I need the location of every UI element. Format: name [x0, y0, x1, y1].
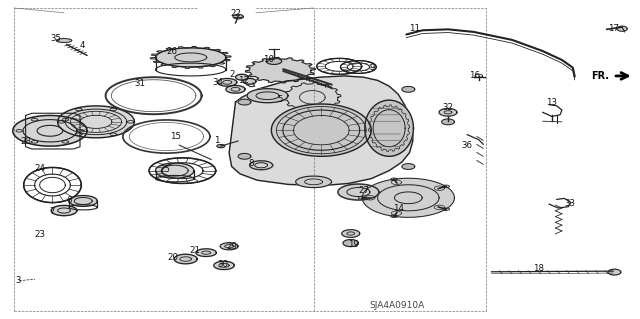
Polygon shape	[439, 108, 457, 116]
Polygon shape	[174, 254, 197, 264]
Polygon shape	[156, 163, 194, 178]
Polygon shape	[442, 119, 454, 125]
Polygon shape	[156, 48, 226, 67]
Text: 22: 22	[230, 9, 241, 18]
Text: 1: 1	[214, 137, 219, 145]
Polygon shape	[220, 243, 238, 250]
Polygon shape	[343, 240, 358, 247]
Text: 14: 14	[392, 204, 404, 213]
Polygon shape	[13, 115, 87, 146]
Text: 27: 27	[358, 186, 369, 195]
Text: 28: 28	[20, 137, 31, 146]
Polygon shape	[296, 176, 332, 188]
Text: 30: 30	[217, 260, 228, 269]
Polygon shape	[617, 26, 627, 31]
Polygon shape	[342, 230, 360, 237]
Text: 16: 16	[469, 71, 481, 80]
Text: 7: 7	[50, 207, 55, 216]
Polygon shape	[229, 76, 413, 186]
Polygon shape	[247, 89, 288, 103]
Text: 33: 33	[564, 199, 575, 208]
Text: 20: 20	[167, 253, 179, 262]
Text: FR.: FR.	[591, 71, 609, 81]
Polygon shape	[214, 261, 234, 270]
Polygon shape	[284, 82, 341, 112]
Polygon shape	[250, 161, 273, 170]
Text: 31: 31	[134, 79, 145, 88]
Polygon shape	[362, 178, 454, 217]
Text: 15: 15	[170, 132, 182, 141]
Polygon shape	[608, 269, 621, 275]
Polygon shape	[245, 57, 316, 83]
Polygon shape	[266, 58, 282, 64]
Polygon shape	[56, 39, 72, 42]
Text: 35: 35	[51, 34, 62, 43]
Polygon shape	[238, 153, 251, 159]
Polygon shape	[243, 78, 256, 84]
Text: 9: 9	[370, 63, 375, 72]
Polygon shape	[51, 205, 77, 216]
Polygon shape	[402, 86, 415, 92]
Text: 6: 6	[67, 197, 72, 205]
Polygon shape	[338, 184, 379, 200]
Text: 34: 34	[212, 78, 223, 87]
Polygon shape	[226, 85, 245, 93]
Polygon shape	[233, 14, 243, 19]
Text: 21: 21	[189, 246, 201, 255]
Text: 26: 26	[166, 47, 177, 56]
Polygon shape	[58, 106, 134, 138]
Polygon shape	[218, 78, 237, 86]
Text: 23: 23	[34, 230, 45, 239]
Text: 2: 2	[229, 70, 234, 78]
Polygon shape	[238, 99, 251, 105]
Text: 17: 17	[607, 24, 619, 33]
Polygon shape	[271, 104, 371, 156]
Text: 29: 29	[227, 242, 237, 251]
Text: SJA4A0910A: SJA4A0910A	[369, 301, 424, 310]
Text: 8: 8	[248, 159, 253, 168]
Text: 11: 11	[409, 24, 420, 33]
Text: 3: 3	[15, 276, 20, 285]
Text: 25: 25	[159, 165, 171, 174]
Text: 36: 36	[461, 141, 473, 150]
Polygon shape	[402, 164, 415, 169]
Polygon shape	[365, 100, 413, 156]
Polygon shape	[196, 249, 216, 256]
Text: 19: 19	[348, 240, 358, 249]
Text: 18: 18	[533, 264, 545, 273]
Text: 5: 5	[278, 95, 283, 104]
Text: 13: 13	[546, 98, 557, 107]
Text: 12: 12	[237, 76, 249, 85]
Polygon shape	[217, 145, 225, 148]
Text: 4: 4	[79, 41, 84, 50]
Polygon shape	[236, 74, 248, 80]
Text: 32: 32	[442, 103, 454, 112]
Text: 24: 24	[34, 164, 45, 173]
Polygon shape	[69, 196, 97, 206]
Text: 10: 10	[263, 55, 275, 63]
